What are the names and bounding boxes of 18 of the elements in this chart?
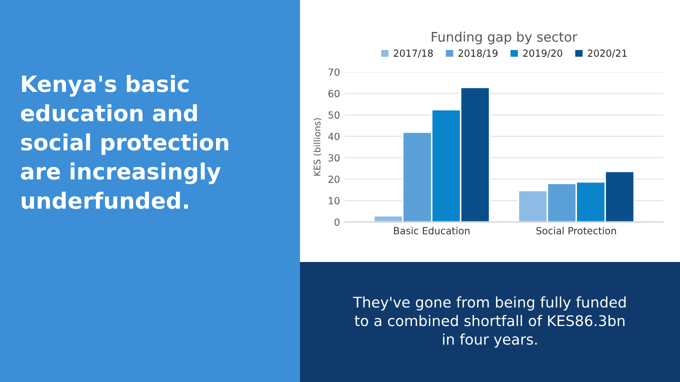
y-tick-label: 20 — [328, 176, 340, 183]
chart-title: Funding gap by sector — [432, 32, 578, 44]
x-tick-label: Social Protection — [536, 226, 616, 234]
y-tick-label: 0 — [334, 218, 340, 226]
legend-label: 2020/21 — [588, 50, 627, 58]
y-tick-label: 60 — [328, 90, 340, 98]
y-tick-label: 40 — [328, 132, 340, 140]
y-axis-title: KES (billions) — [313, 118, 322, 176]
y-tick-label: 50 — [328, 111, 340, 119]
text: Kenya's basic education and social protection are increasingly underfunded. — [20, 75, 228, 209]
legend-label: 2017/18 — [394, 50, 433, 58]
text: They've gone from being fully funded to a combined shortfall of KES86.3bn in four years. — [353, 296, 626, 348]
y-tick-label: 30 — [328, 154, 340, 162]
x-tick-label: Basic Education — [394, 226, 470, 234]
legend-label: 2018/19 — [458, 50, 498, 58]
y-tick-label: 70 — [328, 68, 340, 76]
legend-label: 2019/20 — [523, 50, 562, 58]
y-tick-label: 10 — [328, 197, 340, 204]
